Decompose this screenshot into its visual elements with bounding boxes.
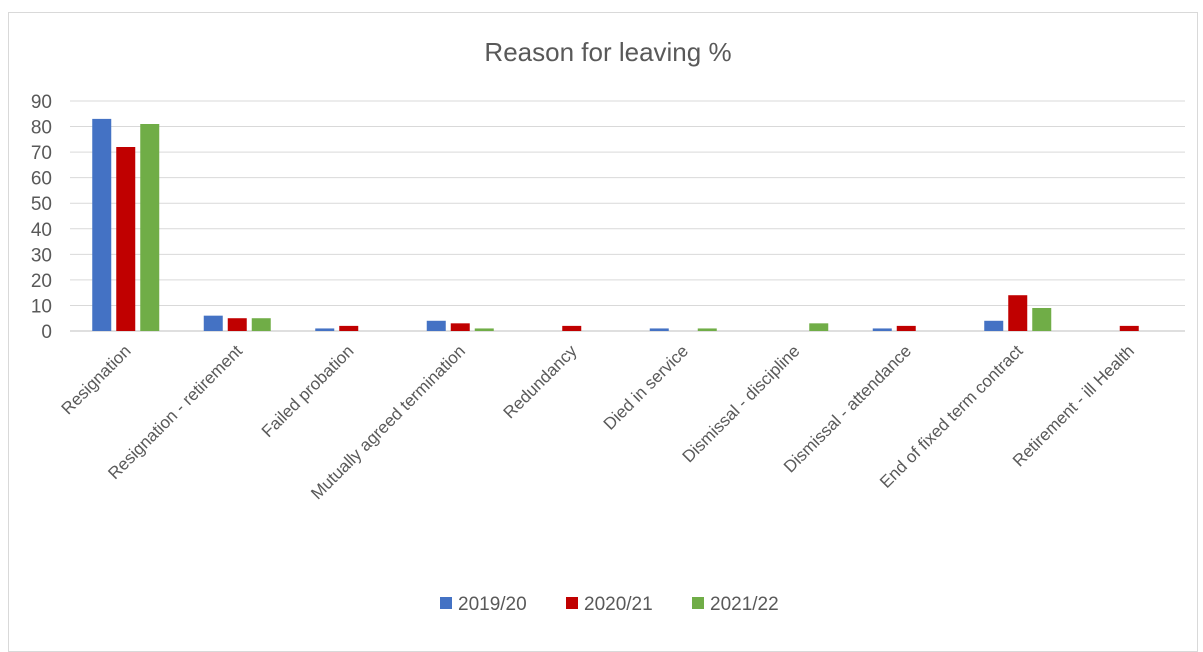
y-tick-label: 60: [31, 169, 52, 190]
bars: [92, 118, 1139, 331]
bar: [116, 147, 136, 331]
bar: [1119, 325, 1139, 331]
bar: [339, 325, 359, 331]
x-tick-label: Redundancy: [500, 341, 581, 422]
legend-label: 2019/20: [458, 594, 527, 615]
bar: [1008, 295, 1028, 331]
y-tick-label: 50: [31, 194, 52, 215]
y-tick-label: 0: [41, 322, 52, 343]
y-tick-label: 10: [31, 296, 52, 317]
x-tick-label: Failed probation: [258, 341, 358, 441]
x-tick-label: Dismissal - attendance: [780, 341, 915, 476]
y-axis: 0 10 20 30 40 50 60 70 80 90: [31, 92, 52, 343]
legend: 2019/20 2020/21 2021/22: [440, 594, 779, 615]
bar: [140, 124, 160, 331]
bar: [649, 328, 669, 331]
y-tick-label: 40: [31, 220, 52, 241]
x-tick-label: Resignation: [58, 341, 135, 418]
bar-chart: Reason for leaving % 0 10 20 30 40 50 60 70 80 90…: [31, 37, 1185, 615]
y-tick-label: 90: [31, 92, 52, 113]
bar: [984, 320, 1004, 331]
x-tick-label: Retirement - ill Health: [1009, 341, 1138, 470]
bar: [315, 328, 335, 331]
bar: [1032, 308, 1052, 331]
y-tick-label: 80: [31, 118, 52, 139]
bar: [809, 323, 829, 331]
bar: [227, 318, 247, 331]
legend-label: 2020/21: [584, 594, 653, 615]
legend-swatch: [440, 597, 452, 609]
legend-swatch: [692, 597, 704, 609]
chart-title: Reason for leaving %: [484, 37, 731, 67]
bar: [251, 318, 271, 331]
bar: [697, 328, 717, 331]
bar: [92, 118, 112, 331]
x-tick-label: Dismissal - discipline: [679, 341, 804, 466]
y-tick-label: 30: [31, 245, 52, 266]
bar: [562, 325, 582, 331]
bar: [872, 328, 892, 331]
legend-swatch: [566, 597, 578, 609]
bar: [426, 320, 446, 331]
chart-area: [8, 12, 1198, 652]
legend-label: 2021/22: [710, 594, 779, 615]
y-tick-label: 20: [31, 271, 52, 292]
y-tick-label: 70: [31, 143, 52, 164]
x-tick-label: Died in service: [600, 341, 692, 433]
bar: [896, 325, 916, 331]
bar: [474, 328, 494, 331]
bar: [450, 323, 470, 331]
bar: [203, 315, 223, 331]
